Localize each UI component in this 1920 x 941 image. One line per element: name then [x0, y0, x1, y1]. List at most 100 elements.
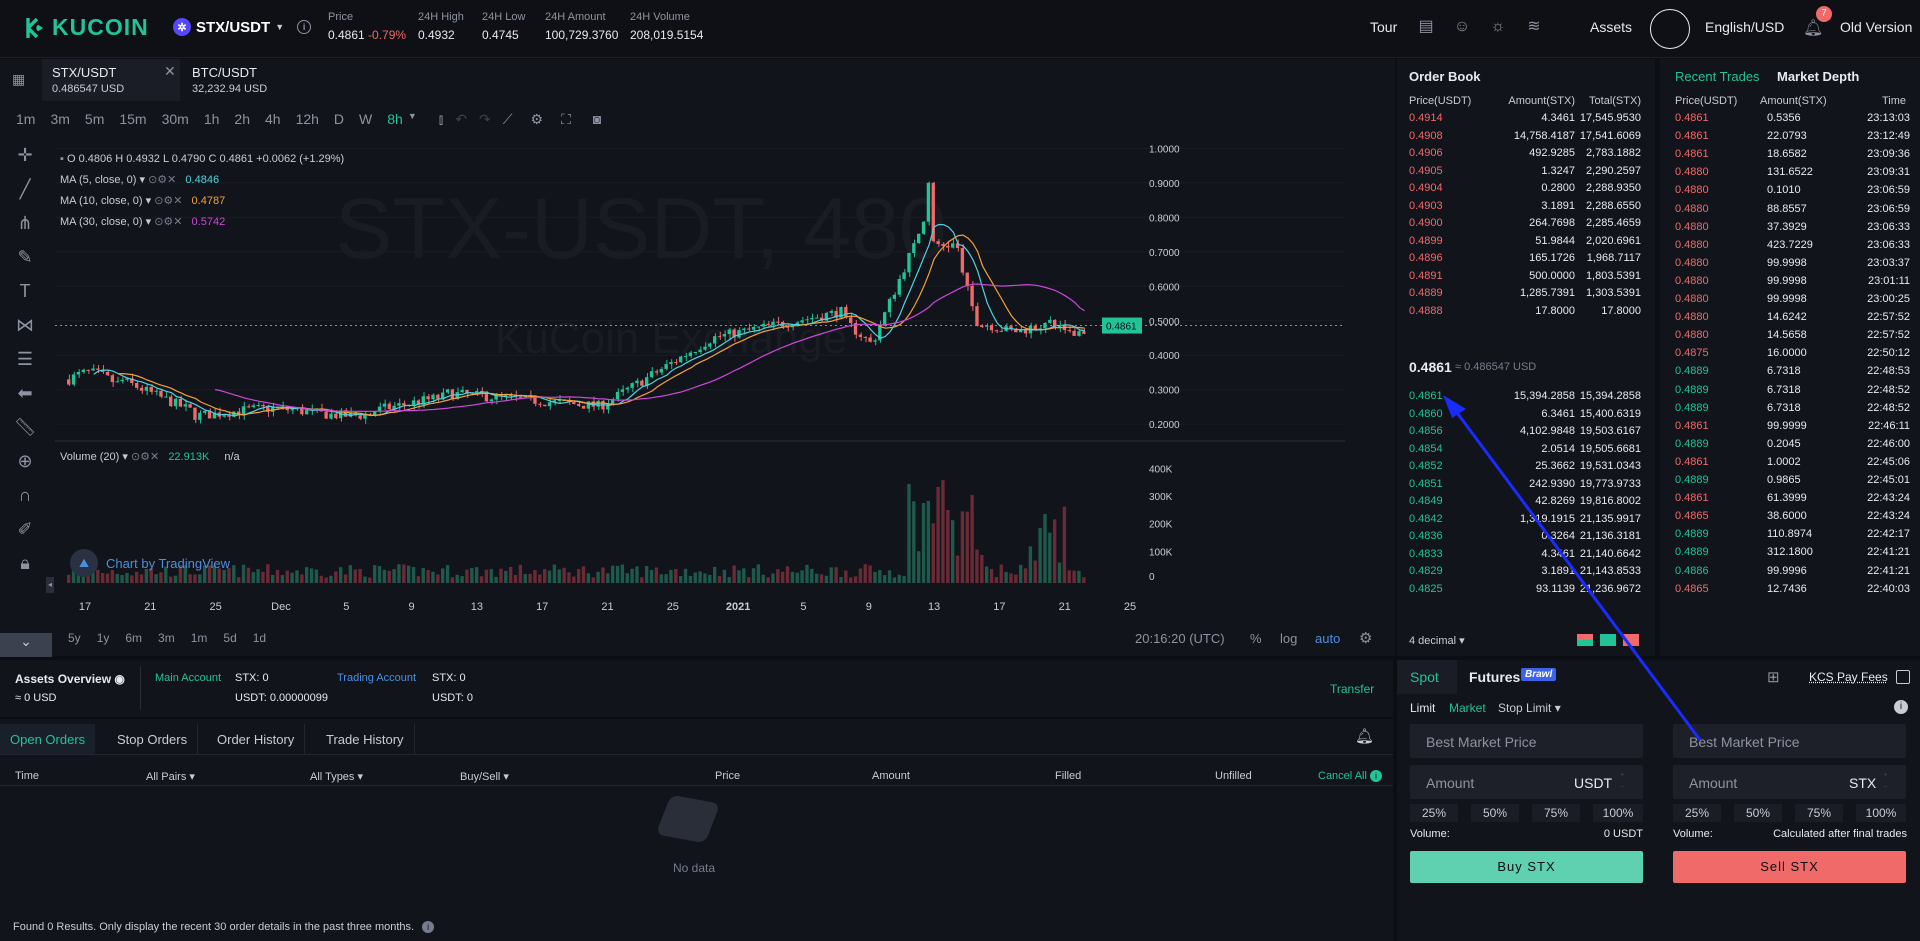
filter-all-pairs[interactable]: All Pairs ▾: [146, 771, 195, 783]
caret-down-icon[interactable]: ▼: [407, 111, 417, 121]
eye-icon[interactable]: ◉: [114, 672, 125, 686]
text-icon[interactable]: T: [19, 281, 31, 301]
fullscreen-icon[interactable]: ⛶: [561, 111, 571, 127]
lock-draw-icon[interactable]: ✐: [17, 519, 33, 539]
ob-ask-row[interactable]: 0.4896 165.1726 1,968.7117: [1397, 252, 1655, 269]
tf-15m[interactable]: 15m: [119, 111, 147, 127]
tf-4h[interactable]: 4h: [264, 111, 281, 127]
tab-futures[interactable]: Futures: [1469, 669, 1521, 685]
measure-icon[interactable]: ☰: [16, 349, 34, 369]
ma5-legend[interactable]: MA (5, close, 0) ▾ ⊙⚙✕ 0.4846: [60, 174, 220, 186]
ob-bid-row[interactable]: 0.4854 2.0514 19,505.6681: [1397, 443, 1655, 460]
undo-icon[interactable]: ↶: [455, 111, 467, 127]
decimal-select[interactable]: 4 decimal ▾: [1409, 635, 1465, 647]
kcs-pay-fees-checkbox[interactable]: [1896, 670, 1910, 684]
ob-ask-row[interactable]: 0.4899 51.9844 2,020.6961: [1397, 235, 1655, 252]
range-5y[interactable]: 5y: [68, 631, 81, 645]
zoom-icon[interactable]: ⊕: [17, 451, 33, 471]
transfer-button[interactable]: Transfer: [1330, 682, 1375, 696]
tab-order-history[interactable]: Order History: [207, 724, 306, 754]
ob-bid-row[interactable]: 0.4825 93.1139 21,236.9672: [1397, 583, 1655, 600]
pair-selector[interactable]: ✲ STX/USDT ▼ i: [173, 18, 312, 36]
scroll-left-icon[interactable]: ◂: [46, 577, 54, 593]
range-6m[interactable]: 6m: [125, 631, 143, 645]
info-icon[interactable]: i: [422, 921, 435, 933]
buy-stx-button[interactable]: Buy STX: [1410, 851, 1643, 883]
tab-trade-history[interactable]: Trade History: [316, 724, 415, 754]
tab-btc-usdt[interactable]: BTC/USDT 32,232.94 USD: [192, 65, 268, 95]
ob-bid-row[interactable]: 0.4833 4.3461 21,140.6642: [1397, 548, 1655, 565]
ob-bid-row[interactable]: 0.4856 4,102.9848 19,503.6167: [1397, 425, 1655, 442]
filter-all-types[interactable]: All Types ▾: [310, 771, 364, 783]
kucoin-logo[interactable]: KUCOIN: [20, 14, 149, 41]
candlestick-chart[interactable]: STX-USDT, 480 KuCoin Exchange 0.4861 1.00…: [55, 138, 1345, 613]
percent-scale[interactable]: %: [1250, 631, 1262, 646]
filter-buy-sell[interactable]: Buy/Sell ▾: [460, 771, 509, 783]
crosshair-icon[interactable]: ✛: [17, 145, 33, 165]
clipboard-icon[interactable]: ▤: [1418, 18, 1434, 35]
stepper-icon[interactable]: + −: [1883, 770, 1888, 791]
assets-link[interactable]: Assets: [1590, 19, 1633, 35]
ob-view-asks-icon[interactable]: [1623, 634, 1639, 646]
range-5d[interactable]: 5d: [223, 631, 237, 645]
lock-icon[interactable]: 🔒︎: [20, 553, 30, 573]
buy-25-button[interactable]: 25%: [1410, 804, 1458, 822]
candle-type-icon[interactable]: ⫾: [438, 111, 444, 127]
tf-1h[interactable]: 1h: [203, 111, 220, 127]
old-version-link[interactable]: Old Version: [1840, 19, 1913, 35]
ob-ask-row[interactable]: 0.4904 0.2800 2,288.9350: [1397, 182, 1655, 199]
ma10-legend[interactable]: MA (10, close, 0) ▾ ⊙⚙✕ 0.4787: [60, 195, 226, 207]
ob-ask-row[interactable]: 0.4906 492.9285 2,783.1882: [1397, 147, 1655, 164]
type-market[interactable]: Market: [1449, 701, 1486, 715]
language-currency[interactable]: English/USD: [1705, 19, 1785, 35]
auto-scale[interactable]: auto: [1315, 631, 1341, 646]
tab-stop-orders[interactable]: Stop Orders: [107, 724, 199, 754]
pattern-icon[interactable]: ⋈: [16, 315, 34, 335]
ob-bid-row[interactable]: 0.4836 0.3264 21,136.3181: [1397, 530, 1655, 547]
sell-50-button[interactable]: 50%: [1734, 804, 1782, 822]
sell-amount-field[interactable]: Amount STX + −: [1673, 765, 1906, 799]
magnet-icon[interactable]: ∩: [18, 485, 32, 505]
ob-ask-row[interactable]: 0.4889 1,285.7391 1,303.5391: [1397, 287, 1655, 304]
fib-icon[interactable]: ⋔: [17, 213, 33, 233]
camera-icon[interactable]: ◙: [592, 111, 602, 127]
tf-12h[interactable]: 12h: [295, 111, 319, 127]
stepper-icon[interactable]: + −: [1620, 770, 1625, 791]
ma30-legend[interactable]: MA (30, close, 0) ▾ ⊙⚙✕ 0.5742: [60, 216, 226, 228]
tf-1m[interactable]: 1m: [16, 111, 36, 127]
ob-ask-row[interactable]: 0.4908 14,758.4187 17,541.6069: [1397, 130, 1655, 147]
sell-100-button[interactable]: 100%: [1856, 804, 1906, 822]
tab-stx-usdt[interactable]: STX/USDT 0.486547 USD ✕: [42, 59, 180, 101]
tab-market-depth[interactable]: Market Depth: [1777, 69, 1860, 84]
buy-amount-field[interactable]: Amount USDT + −: [1410, 765, 1643, 799]
back-icon[interactable]: ⬅: [17, 383, 33, 403]
ob-bid-row[interactable]: 0.4829 3.1891 21,143.8533: [1397, 565, 1655, 582]
avatar[interactable]: [1650, 9, 1690, 49]
tab-recent-trades[interactable]: Recent Trades: [1675, 69, 1760, 84]
tf-8h[interactable]: 8h: [387, 111, 403, 127]
trading-account-link[interactable]: Trading Account: [337, 672, 417, 684]
smile-icon[interactable]: ☺: [1453, 18, 1471, 35]
tf-2h[interactable]: 2h: [234, 111, 250, 127]
ob-view-both-icon[interactable]: [1577, 634, 1593, 646]
gear-icon[interactable]: ⚙: [530, 111, 544, 127]
range-1m[interactable]: 1m: [190, 631, 208, 645]
bell-icon[interactable]: 🔔︎: [1355, 728, 1375, 745]
tf-w[interactable]: W: [359, 111, 373, 127]
sell-25-button[interactable]: 25%: [1673, 804, 1721, 822]
ruler-icon[interactable]: 📏︎: [13, 417, 37, 437]
ob-bid-row[interactable]: 0.4849 42.8269 19,816.8002: [1397, 495, 1655, 512]
tf-5m[interactable]: 5m: [84, 111, 105, 127]
chart-settings-icon[interactable]: ⚙: [1359, 630, 1373, 647]
tf-d[interactable]: D: [333, 111, 345, 127]
range-3m[interactable]: 3m: [158, 631, 175, 645]
calculator-icon[interactable]: ⊞: [1767, 669, 1780, 686]
indicator-icon[interactable]: ⟋: [502, 111, 513, 127]
ob-ask-row[interactable]: 0.4905 1.3247 2,290.2597: [1397, 165, 1655, 182]
ob-bid-row[interactable]: 0.4861 15,394.2858 15,394.2858: [1397, 390, 1655, 407]
brush-icon[interactable]: ✎: [17, 247, 33, 267]
trend-line-icon[interactable]: ╱: [19, 179, 31, 199]
buy-price-field[interactable]: Best Market Price: [1410, 724, 1643, 758]
wifi-icon[interactable]: ≋: [1527, 18, 1541, 35]
tour-link[interactable]: Tour: [1370, 19, 1398, 35]
